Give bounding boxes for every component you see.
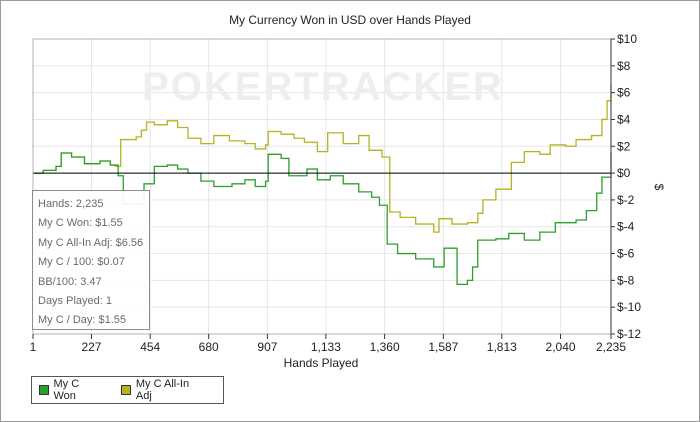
- x-tick-label: 1,813: [487, 340, 517, 354]
- y-tick-label: $-12: [617, 327, 641, 341]
- x-axis: 1 227 454 680 907 1,133 1,360 1,587 1,813 2,040 2,…: [30, 334, 626, 354]
- stat-bb-100: BB/100: 3.47: [38, 275, 102, 288]
- legend-label-won: My C Won: [53, 378, 80, 402]
- y-tick-label: $0: [617, 166, 631, 180]
- x-tick-label: 1,587: [428, 340, 458, 354]
- x-tick-label: 2,040: [546, 340, 576, 354]
- stats-box: Hands: 2,235 My C Won: $1.55 My C All-In…: [32, 190, 150, 330]
- stat-hands: Hands: 2,235: [38, 198, 104, 210]
- legend: My C Won My C All-In Adj: [31, 376, 224, 404]
- legend-item-won[interactable]: My C Won: [39, 378, 101, 402]
- legend-item-allin-adj[interactable]: My C All-In Adj: [121, 378, 203, 402]
- series-lines: [33, 85, 612, 286]
- y-tick-label: $-2: [617, 193, 635, 207]
- y-tick-label: $-4: [617, 220, 635, 234]
- y-tick-label: $-10: [617, 300, 641, 314]
- stat-days-played: Days Played: 1: [38, 294, 112, 307]
- series-line-0: [33, 152, 612, 286]
- y-axis: $10 $8 $6 $4 $2 $0 $-2 $-4 $-6 $-8 $-10 $-12: [610, 32, 641, 341]
- x-tick-label: 454: [140, 340, 160, 354]
- y-tick-label: $8: [617, 59, 631, 73]
- y-tick-label: $10: [617, 32, 637, 46]
- y-axis-label: $: [652, 184, 666, 191]
- y-tick-label: $2: [617, 139, 631, 153]
- legend-swatch-won: [39, 385, 49, 395]
- x-tick-label: 680: [199, 340, 219, 354]
- legend-label-allin-adj: My C All-In Adj: [135, 378, 190, 402]
- stat-allin-adj: My C All-In Adj: $6.56: [38, 236, 144, 249]
- series-line-1: [33, 85, 612, 233]
- stat-won: My C Won: $1.55: [38, 217, 123, 230]
- watermark: POKERTRACKER: [142, 65, 504, 109]
- x-tick-label: 1: [30, 340, 37, 354]
- legend-swatch-allin-adj: [121, 385, 131, 395]
- x-tick-label: 907: [257, 340, 277, 354]
- stat-per-day: My C / Day: $1.55: [38, 314, 127, 327]
- x-axis-label: Hands Played: [284, 356, 359, 370]
- x-tick-label: 2,235: [596, 340, 626, 354]
- stat-per-100: My C / 100: $0.07: [38, 256, 125, 269]
- x-tick-label: 1,133: [311, 340, 341, 354]
- y-tick-label: $-6: [617, 247, 635, 261]
- x-tick-label: 227: [81, 340, 101, 354]
- y-tick-label: $-8: [617, 273, 635, 287]
- x-tick-label: 1,360: [370, 340, 400, 354]
- chart-title: My Currency Won in USD over Hands Played: [229, 13, 471, 27]
- y-tick-label: $6: [617, 86, 631, 100]
- y-tick-label: $4: [617, 112, 631, 126]
